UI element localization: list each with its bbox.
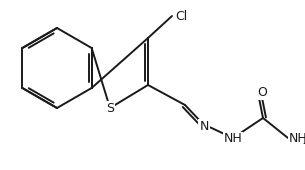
Text: O: O bbox=[257, 86, 267, 98]
Text: Cl: Cl bbox=[175, 10, 187, 22]
Text: NH: NH bbox=[289, 132, 305, 146]
Text: 2: 2 bbox=[302, 138, 305, 147]
Text: NH: NH bbox=[224, 132, 242, 146]
Text: S: S bbox=[106, 101, 114, 115]
Text: N: N bbox=[199, 120, 209, 132]
